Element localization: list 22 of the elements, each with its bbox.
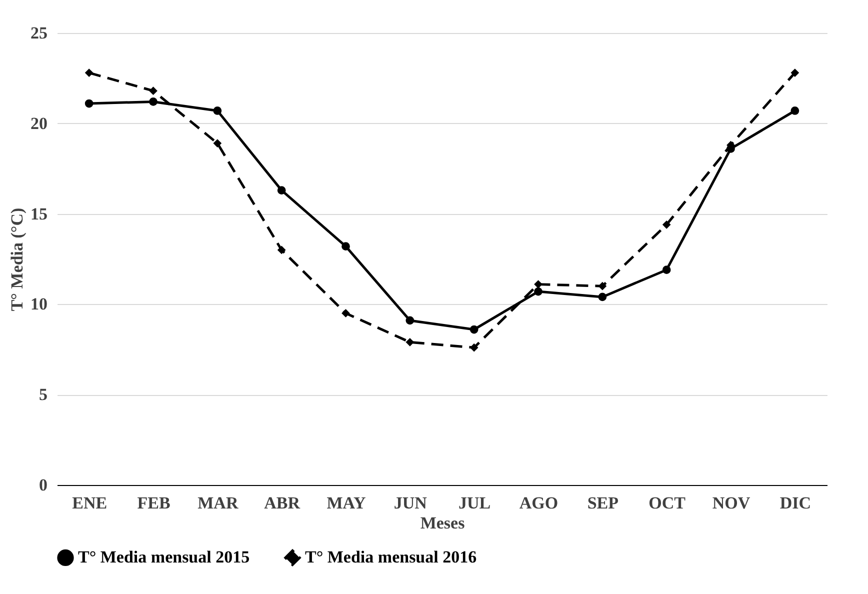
x-tick-label: OCT bbox=[648, 494, 686, 512]
x-tick-label: JUN bbox=[394, 494, 428, 512]
x-tick-label: MAR bbox=[198, 494, 239, 512]
y-tick-label: 15 bbox=[30, 204, 48, 224]
y-tick-label: 5 bbox=[39, 385, 48, 404]
y-tick-label: 25 bbox=[30, 24, 48, 42]
x-tick-label: FEB bbox=[137, 494, 170, 512]
x-tick-label: DIC bbox=[780, 494, 812, 512]
x-tick-label: ABR bbox=[264, 494, 301, 512]
y-tick-label: 20 bbox=[30, 114, 48, 133]
x-axis-title: Meses bbox=[420, 514, 466, 532]
x-tick-label: MAY bbox=[326, 494, 366, 512]
x-tick-label: ENE bbox=[72, 494, 108, 512]
y-axis-title: T° Media (°C) bbox=[8, 208, 26, 312]
y-tick-label: 10 bbox=[30, 294, 48, 314]
x-tick-label: SEP bbox=[587, 494, 619, 512]
legend-label: T° Media mensual 2015 bbox=[78, 548, 250, 567]
legend-label: T° Media mensual 2016 bbox=[305, 548, 477, 567]
x-tick-label: JUL bbox=[458, 494, 491, 512]
x-tick-label: AGO bbox=[519, 494, 558, 512]
x-tick-label: NOV bbox=[712, 494, 751, 512]
y-tick-label: 0 bbox=[39, 476, 48, 494]
